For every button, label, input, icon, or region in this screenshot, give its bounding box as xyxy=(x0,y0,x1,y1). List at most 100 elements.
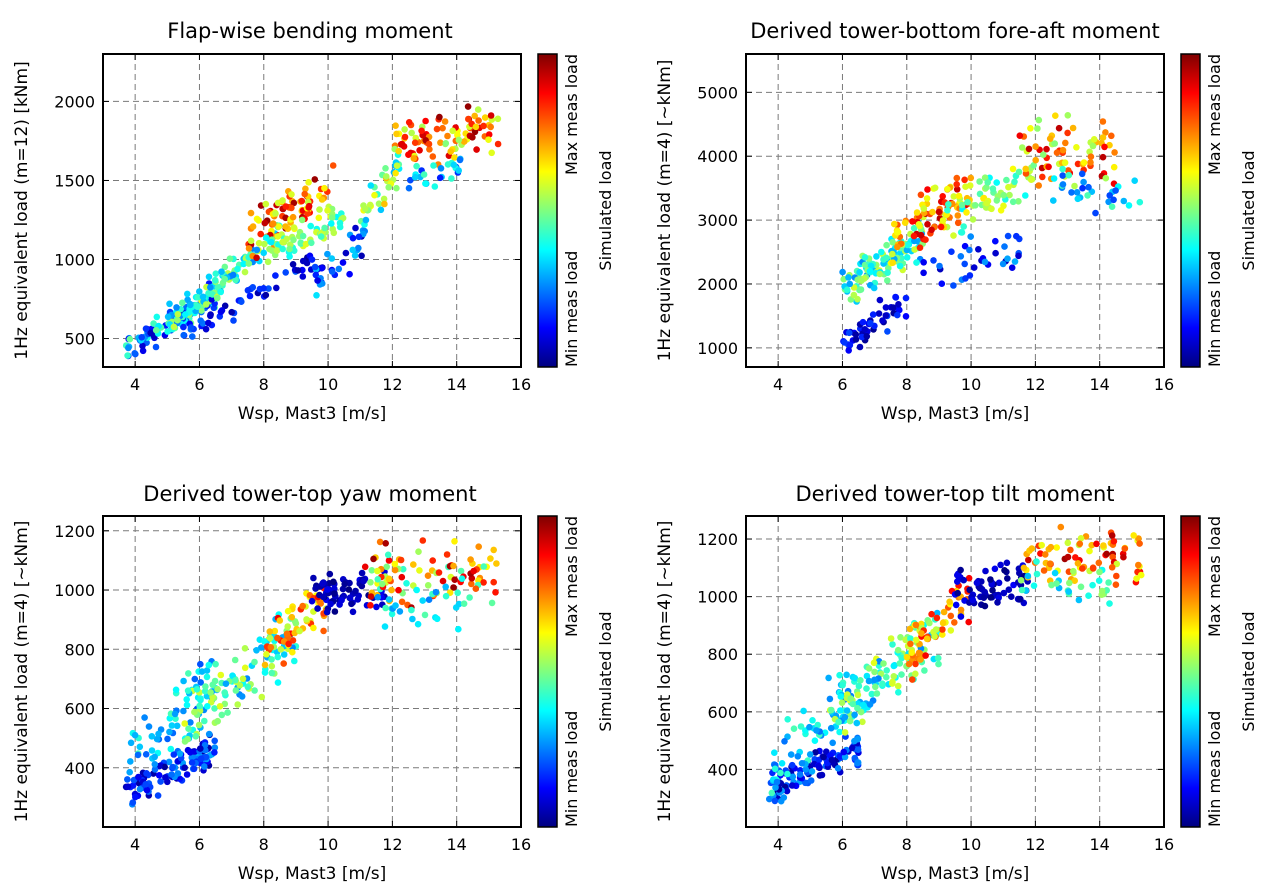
data-point xyxy=(393,130,400,138)
data-point xyxy=(778,760,786,767)
data-point xyxy=(854,759,861,767)
data-point xyxy=(981,258,989,266)
x-tick-label: 8 xyxy=(902,375,912,394)
data-point xyxy=(419,597,427,604)
data-point xyxy=(954,219,962,227)
data-point xyxy=(490,546,498,554)
data-point xyxy=(374,593,382,601)
data-point xyxy=(142,325,150,333)
data-point xyxy=(937,223,945,231)
data-point xyxy=(268,656,275,663)
data-point xyxy=(1053,544,1060,551)
data-point xyxy=(915,649,923,657)
data-point xyxy=(1101,143,1108,151)
data-point xyxy=(920,259,927,266)
data-point xyxy=(1006,191,1013,199)
data-point xyxy=(1092,209,1099,217)
data-point xyxy=(187,719,194,726)
data-point xyxy=(382,165,389,172)
data-point xyxy=(1005,183,1012,191)
panel-1: Flap-wise bending moment 4 6 8 10 12 14 16 500 10… xyxy=(12,19,615,424)
colorbar-label: Simulated load xyxy=(1239,611,1258,731)
data-point xyxy=(451,576,459,583)
data-point xyxy=(126,335,134,343)
data-point xyxy=(883,673,890,681)
data-point xyxy=(455,167,463,174)
data-point xyxy=(391,566,399,574)
data-point xyxy=(854,704,861,712)
data-point xyxy=(932,626,940,633)
data-point xyxy=(838,699,846,706)
data-point xyxy=(189,333,196,340)
data-point xyxy=(807,777,815,784)
y-tick-label: 1200 xyxy=(54,522,95,541)
data-point xyxy=(385,557,393,564)
data-point xyxy=(358,252,365,260)
data-point xyxy=(494,115,502,123)
data-point xyxy=(155,730,162,738)
data-point xyxy=(965,574,973,582)
y-axis-label: 1Hz equivalent load (m=4) [~kNm] xyxy=(12,521,32,823)
data-point xyxy=(253,246,261,254)
data-point xyxy=(444,161,452,168)
data-point xyxy=(1001,243,1008,250)
data-point xyxy=(1106,141,1113,149)
data-point xyxy=(948,248,955,255)
data-point xyxy=(221,263,229,271)
data-point xyxy=(277,646,285,653)
data-point xyxy=(1057,523,1065,531)
x-tick-label: 14 xyxy=(447,835,467,854)
data-point xyxy=(931,184,939,192)
data-point xyxy=(983,184,990,191)
data-point xyxy=(401,126,408,133)
data-point xyxy=(151,761,159,768)
data-point xyxy=(408,606,415,614)
data-point xyxy=(330,229,338,237)
data-point xyxy=(854,691,862,699)
data-point xyxy=(836,728,843,736)
data-point xyxy=(408,129,416,137)
data-point xyxy=(794,753,802,760)
data-point xyxy=(439,124,446,132)
data-point xyxy=(142,751,150,758)
x-tick-label: 6 xyxy=(194,375,204,394)
data-point xyxy=(349,608,357,616)
data-point xyxy=(992,237,999,245)
data-point xyxy=(241,664,249,672)
data-point xyxy=(1075,596,1083,604)
data-point xyxy=(889,678,896,686)
data-point xyxy=(1110,196,1117,204)
data-point xyxy=(771,797,779,805)
data-point xyxy=(450,584,457,591)
data-point xyxy=(922,652,929,659)
data-point xyxy=(867,262,875,270)
data-point xyxy=(1061,159,1069,166)
data-point xyxy=(284,607,292,615)
data-point xyxy=(856,269,863,276)
data-point xyxy=(1024,572,1032,580)
data-point xyxy=(425,596,433,603)
data-point xyxy=(865,665,873,672)
data-point xyxy=(166,300,173,308)
data-point xyxy=(138,334,145,341)
data-point xyxy=(1020,564,1028,572)
data-point xyxy=(341,580,349,588)
data-point xyxy=(1027,176,1035,183)
data-point xyxy=(975,246,982,253)
data-point xyxy=(1032,143,1039,150)
data-point xyxy=(1048,581,1055,589)
data-point xyxy=(180,677,187,685)
data-point xyxy=(143,786,151,794)
data-point xyxy=(911,246,918,253)
data-point xyxy=(981,602,989,610)
data-point xyxy=(1099,153,1107,161)
data-point xyxy=(331,585,338,592)
data-point xyxy=(301,190,309,198)
data-point xyxy=(211,677,219,685)
x-tick-label: 16 xyxy=(511,835,531,854)
data-point xyxy=(202,753,210,761)
data-point xyxy=(231,656,239,664)
data-point xyxy=(859,718,866,726)
data-point xyxy=(863,333,871,340)
data-point xyxy=(894,646,902,654)
